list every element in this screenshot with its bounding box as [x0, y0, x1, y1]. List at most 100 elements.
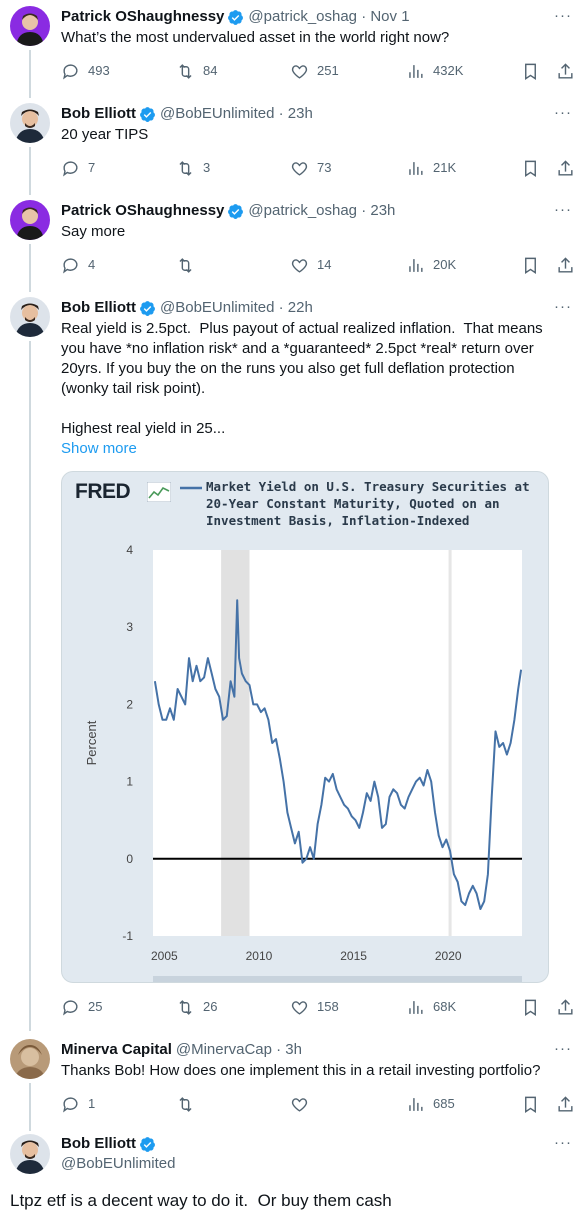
author-name[interactable]: Minerva Capital [61, 1041, 172, 1058]
retweet-icon [179, 1096, 192, 1112]
share-button[interactable] [556, 997, 583, 1017]
reply-count: 25 [88, 999, 103, 1014]
bookmark-button[interactable] [521, 997, 548, 1017]
avatar-minerva[interactable] [10, 1039, 50, 1079]
more-options-icon[interactable]: ··· [554, 104, 572, 121]
author-handle-time[interactable]: @patrick_oshag · Nov 1 [248, 8, 410, 25]
series-line [153, 599, 523, 910]
bookmark-icon [525, 999, 536, 1016]
author-name[interactable]: Patrick OShaughnessy [61, 8, 225, 25]
retweet-icon [179, 257, 192, 273]
reply-button[interactable]: 493 [61, 61, 110, 81]
more-options-icon[interactable]: ··· [554, 1134, 572, 1151]
tweet-2[interactable]: Bob Elliott @BobEUnlimited · 23h ··· 20 … [0, 97, 588, 195]
retweet-button[interactable] [176, 1094, 203, 1114]
avatar-patrick[interactable] [10, 6, 50, 46]
tweet-text: Thanks Bob! How does one implement this … [61, 1062, 541, 1079]
retweet-icon [179, 63, 192, 79]
views-button[interactable]: 432K [406, 61, 463, 81]
fred-chart-image[interactable]: FRED Market Yield on U.S. Treasury Secur… [61, 471, 549, 983]
views-button[interactable]: 685 [406, 1094, 455, 1114]
author-name[interactable]: Bob Elliott [61, 105, 136, 122]
reply-button[interactable]: 4 [61, 255, 95, 275]
heart-icon [291, 1000, 308, 1015]
x-tick-label: 2020 [435, 949, 462, 963]
like-button[interactable]: 251 [290, 61, 339, 81]
tweet-5[interactable]: Minerva Capital @MinervaCap · 3h ··· Tha… [0, 1033, 588, 1131]
y-tick-label: -1 [122, 929, 133, 943]
reply-icon [63, 999, 78, 1016]
tweet-1[interactable]: Patrick OShaughnessy @patrick_oshag · No… [0, 0, 588, 98]
views-button[interactable]: 68K [406, 997, 456, 1017]
reply-icon [63, 1096, 78, 1113]
bookmark-button[interactable] [521, 158, 548, 178]
views-icon [409, 64, 423, 78]
retweet-button[interactable] [176, 255, 203, 275]
author-handle[interactable]: @BobEUnlimited [61, 1155, 176, 1172]
retweet-button[interactable]: 84 [176, 61, 217, 81]
share-icon [558, 159, 573, 176]
author-handle-time[interactable]: @MinervaCap · 3h [175, 1041, 302, 1058]
share-button[interactable] [556, 158, 583, 178]
reply-button[interactable]: 25 [61, 997, 102, 1017]
avatar-bob[interactable] [10, 103, 50, 143]
author-name[interactable]: Bob Elliott [61, 299, 136, 316]
reply-icon [63, 257, 78, 274]
bookmark-button[interactable] [521, 255, 548, 275]
like-button[interactable]: 14 [290, 255, 331, 275]
y-tick-label: 1 [126, 775, 133, 789]
heart-icon [291, 258, 308, 273]
tweet-text: Real yield is 2.5pct. Plus payout of act… [61, 320, 543, 437]
reply-button[interactable]: 1 [61, 1094, 95, 1114]
views-button[interactable]: 20K [406, 255, 456, 275]
author-handle-time[interactable]: @BobEUnlimited · 23h [160, 105, 313, 122]
views-icon [409, 258, 423, 272]
thread-connector [29, 50, 31, 98]
bookmark-button[interactable] [521, 61, 548, 81]
tweet-4[interactable]: Bob Elliott @BobEUnlimited · 22h ··· Rea… [0, 291, 588, 1031]
fred-logo: FRED [75, 480, 131, 503]
view-count: 432K [433, 63, 464, 78]
share-button[interactable] [556, 61, 583, 81]
more-options-icon[interactable]: ··· [554, 1040, 572, 1057]
retweet-button[interactable]: 26 [176, 997, 217, 1017]
verified-badge-icon [140, 106, 155, 122]
like-button[interactable]: 158 [290, 997, 339, 1017]
share-button[interactable] [556, 255, 583, 275]
action-bar: 1 685 [61, 1094, 578, 1114]
retweet-count: 84 [203, 63, 218, 78]
show-more-link[interactable]: Show more [61, 440, 137, 457]
tweet-6-focused[interactable]: Bob Elliott @BobEUnlimited ··· Ltpz etf … [0, 1130, 588, 1214]
tweet-3[interactable]: Patrick OShaughnessy @patrick_oshag · 23… [0, 194, 588, 292]
more-options-icon[interactable]: ··· [554, 201, 572, 218]
reply-count: 493 [88, 63, 110, 78]
bookmark-icon [525, 1096, 536, 1113]
share-icon [558, 1095, 573, 1112]
tweet-text: What’s the most undervalued asset in the… [61, 29, 450, 46]
like-count: 251 [317, 63, 339, 78]
x-tick-label: 2015 [340, 949, 367, 963]
like-button[interactable] [290, 1094, 317, 1114]
more-options-icon[interactable]: ··· [554, 7, 572, 24]
verified-badge-icon [140, 300, 155, 316]
legend-line-swatch [180, 486, 202, 490]
more-options-icon[interactable]: ··· [554, 298, 572, 315]
like-button[interactable]: 73 [290, 158, 331, 178]
avatar-bob[interactable] [10, 297, 50, 337]
bookmark-icon [525, 63, 536, 80]
retweet-icon [179, 999, 192, 1015]
retweet-button[interactable]: 3 [176, 158, 210, 178]
share-button[interactable] [556, 1094, 583, 1114]
bookmark-button[interactable] [521, 1094, 548, 1114]
avatar-bob[interactable] [10, 1134, 50, 1174]
like-count: 73 [317, 160, 332, 175]
share-icon [558, 998, 573, 1015]
reply-button[interactable]: 7 [61, 158, 95, 178]
author-name[interactable]: Bob Elliott [61, 1135, 136, 1152]
views-button[interactable]: 21K [406, 158, 456, 178]
author-handle-time[interactable]: @patrick_oshag · 23h [248, 202, 396, 219]
author-name[interactable]: Patrick OShaughnessy [61, 202, 225, 219]
reply-icon [63, 160, 78, 177]
avatar-patrick[interactable] [10, 200, 50, 240]
author-handle-time[interactable]: @BobEUnlimited · 22h [160, 299, 313, 316]
